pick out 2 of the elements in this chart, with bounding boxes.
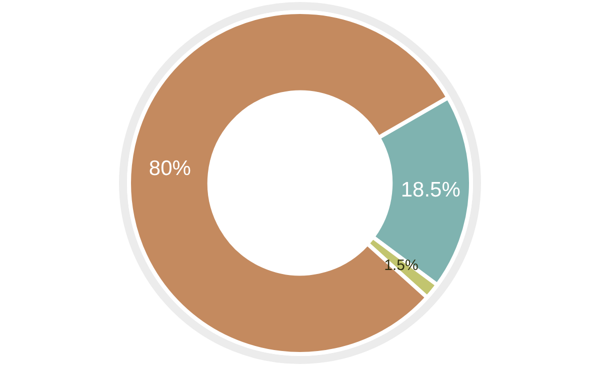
data-label: 80% bbox=[148, 157, 191, 180]
data-label: 18.5% bbox=[400, 178, 460, 202]
